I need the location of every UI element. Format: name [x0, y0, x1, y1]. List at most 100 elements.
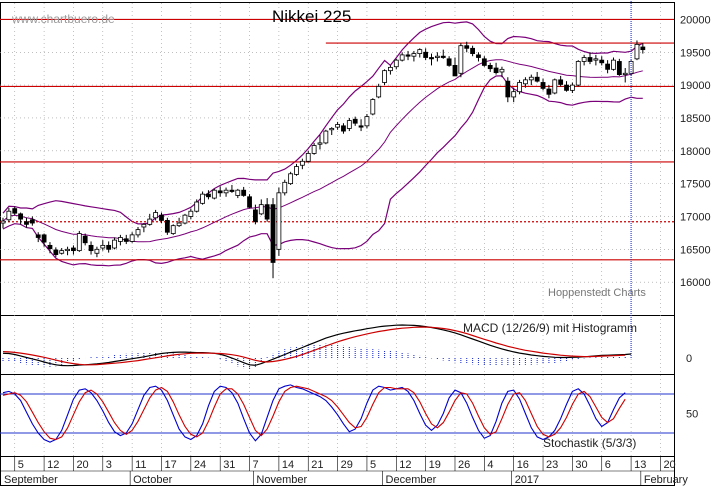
x-tick-label: 12 [399, 459, 411, 471]
candle-body [59, 250, 65, 254]
watermark: www.chartbuero.de [11, 12, 115, 26]
candle-body [118, 237, 123, 242]
candle-body [88, 244, 94, 252]
x-tick-label: 19 [429, 459, 441, 471]
candle-body [434, 55, 440, 58]
candle-body [517, 82, 522, 93]
candle-body [388, 66, 393, 72]
x-tick-label: 12 [47, 459, 59, 471]
candle-body [6, 210, 12, 221]
x-tick-label: 13 [634, 459, 646, 471]
candle-body [558, 79, 564, 85]
month-label: December [386, 474, 437, 486]
x-tick-label: 29 [341, 459, 353, 471]
candle-body [346, 120, 352, 129]
stochastic-panel [0, 384, 674, 443]
stochastic-series-pct-k [2, 384, 626, 443]
price-tick-label: 19000 [680, 80, 711, 92]
x-tick-label: 6 [605, 459, 611, 471]
candle-body [311, 145, 317, 154]
candle-body [229, 189, 235, 192]
candle-body [147, 218, 153, 225]
candle-body [505, 80, 511, 98]
price-tick-label: 16500 [680, 244, 711, 256]
price-panel [0, 18, 674, 279]
candle-body [429, 57, 434, 60]
bollinger-upper-band [2, 21, 644, 225]
candle-body [417, 49, 423, 54]
macd-tick-label: 0 [686, 353, 692, 365]
candle-body [487, 65, 493, 70]
candle-body [29, 219, 35, 224]
candle-body [94, 248, 100, 254]
candle-body [540, 82, 546, 89]
candle-body [176, 222, 182, 227]
macd-series-macd [2, 324, 632, 367]
candle-body [552, 79, 558, 94]
candle-body [569, 84, 575, 91]
candle-body [258, 204, 264, 215]
bollinger-lower-band [2, 75, 643, 267]
candle-body [194, 201, 200, 212]
candle-body [411, 53, 417, 57]
x-tick-label: 20 [76, 459, 88, 471]
candle-body [12, 208, 18, 214]
price-tick-label: 17000 [680, 211, 711, 223]
price-tick-label: 16000 [680, 277, 711, 289]
candle-body [71, 247, 76, 252]
x-tick-label: 7 [253, 459, 259, 471]
candle-body [511, 91, 517, 98]
price-tick-label: 18000 [680, 146, 711, 158]
candle-body [317, 142, 323, 145]
x-tick-label: 21 [311, 459, 323, 471]
price-tick-label: 18500 [680, 113, 711, 125]
candle-body [235, 189, 241, 196]
candle-body [599, 59, 605, 64]
candle-body [200, 193, 205, 204]
candle-body [622, 72, 628, 75]
x-tick-label: 17 [164, 459, 176, 471]
month-label: September [4, 474, 58, 486]
candle-body [223, 189, 229, 194]
candle-body [0, 220, 6, 224]
candle-body [182, 214, 188, 224]
candle-body [616, 61, 622, 75]
axes: 1600016500170001750018000185001900019500… [0, 14, 711, 486]
price-tick-label: 17500 [680, 179, 711, 191]
x-tick-label: 23 [546, 459, 558, 471]
month-label: November [256, 474, 307, 486]
candle-body [211, 189, 217, 199]
candle-body [593, 58, 599, 61]
candle-body [481, 58, 487, 66]
candle-body [106, 244, 112, 250]
x-tick-label: 4 [487, 459, 493, 471]
credit-label: Hoppenstedt Charts [548, 287, 646, 299]
candle-body [35, 234, 41, 238]
candle-body [405, 54, 411, 57]
candle-body [452, 65, 458, 77]
candle-body [253, 209, 258, 223]
candle-body [247, 196, 252, 208]
moving-average-line [2, 59, 643, 243]
grid-lines [0, 3, 674, 456]
candle-body [605, 63, 611, 70]
candle-body [112, 239, 117, 249]
candle-body [523, 79, 528, 85]
candle-body [135, 229, 141, 236]
candle-body [546, 88, 552, 95]
candle-body [76, 233, 82, 252]
price-tick-label: 19500 [680, 47, 711, 59]
candle-body [100, 244, 106, 249]
candle-body [335, 124, 340, 128]
candle-body [123, 238, 129, 242]
candle-body [82, 235, 88, 244]
month-label: October [133, 474, 172, 486]
candle-body [587, 57, 593, 62]
candle-body [153, 212, 159, 219]
candle-body [476, 54, 481, 58]
candle-body [159, 214, 164, 221]
stochastic-tick-label: 50 [686, 409, 698, 421]
candle-body [376, 86, 382, 98]
x-tick-label: 3 [106, 459, 112, 471]
candle-body [288, 173, 294, 185]
